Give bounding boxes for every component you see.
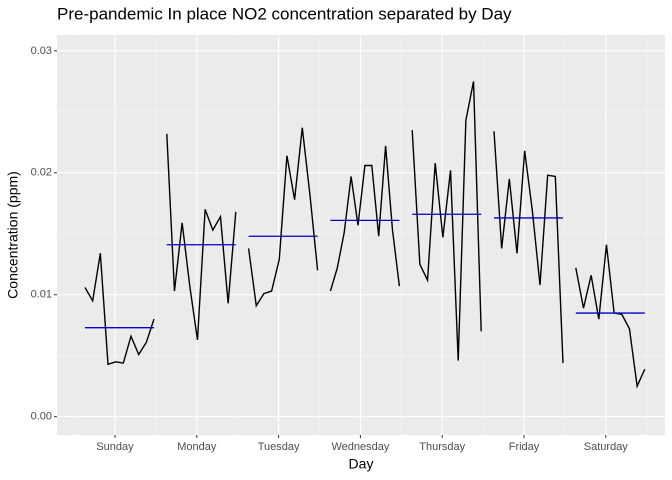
line xyxy=(575,244,646,389)
line xyxy=(84,253,155,366)
x-tick-label: Saturday xyxy=(584,441,629,453)
x-tick-label: Thursday xyxy=(419,441,465,453)
x-tick-label: Monday xyxy=(177,441,217,453)
line xyxy=(247,127,319,308)
x-tick-label: Friday xyxy=(509,441,540,453)
grid xyxy=(57,35,665,435)
y-tick-label: 0.03 xyxy=(31,45,52,57)
marks xyxy=(84,81,646,389)
y-tick-label: 0.00 xyxy=(31,411,52,423)
y-tick-label: 0.02 xyxy=(31,167,52,179)
x-axis-title: Day xyxy=(349,456,374,472)
line xyxy=(411,81,482,361)
x-tick-label: Tuesday xyxy=(258,441,300,453)
chart-title: Pre-pandemic In place NO2 concentration … xyxy=(57,4,512,23)
y-axis-title: Concentration (ppm) xyxy=(5,171,21,299)
line xyxy=(493,131,564,364)
line xyxy=(329,145,401,292)
x-tick-label: Sunday xyxy=(96,441,134,453)
line xyxy=(166,133,237,340)
y-tick-label: 0.01 xyxy=(31,289,52,301)
panel xyxy=(57,35,665,435)
x-tick-label: Wednesday xyxy=(331,441,389,453)
